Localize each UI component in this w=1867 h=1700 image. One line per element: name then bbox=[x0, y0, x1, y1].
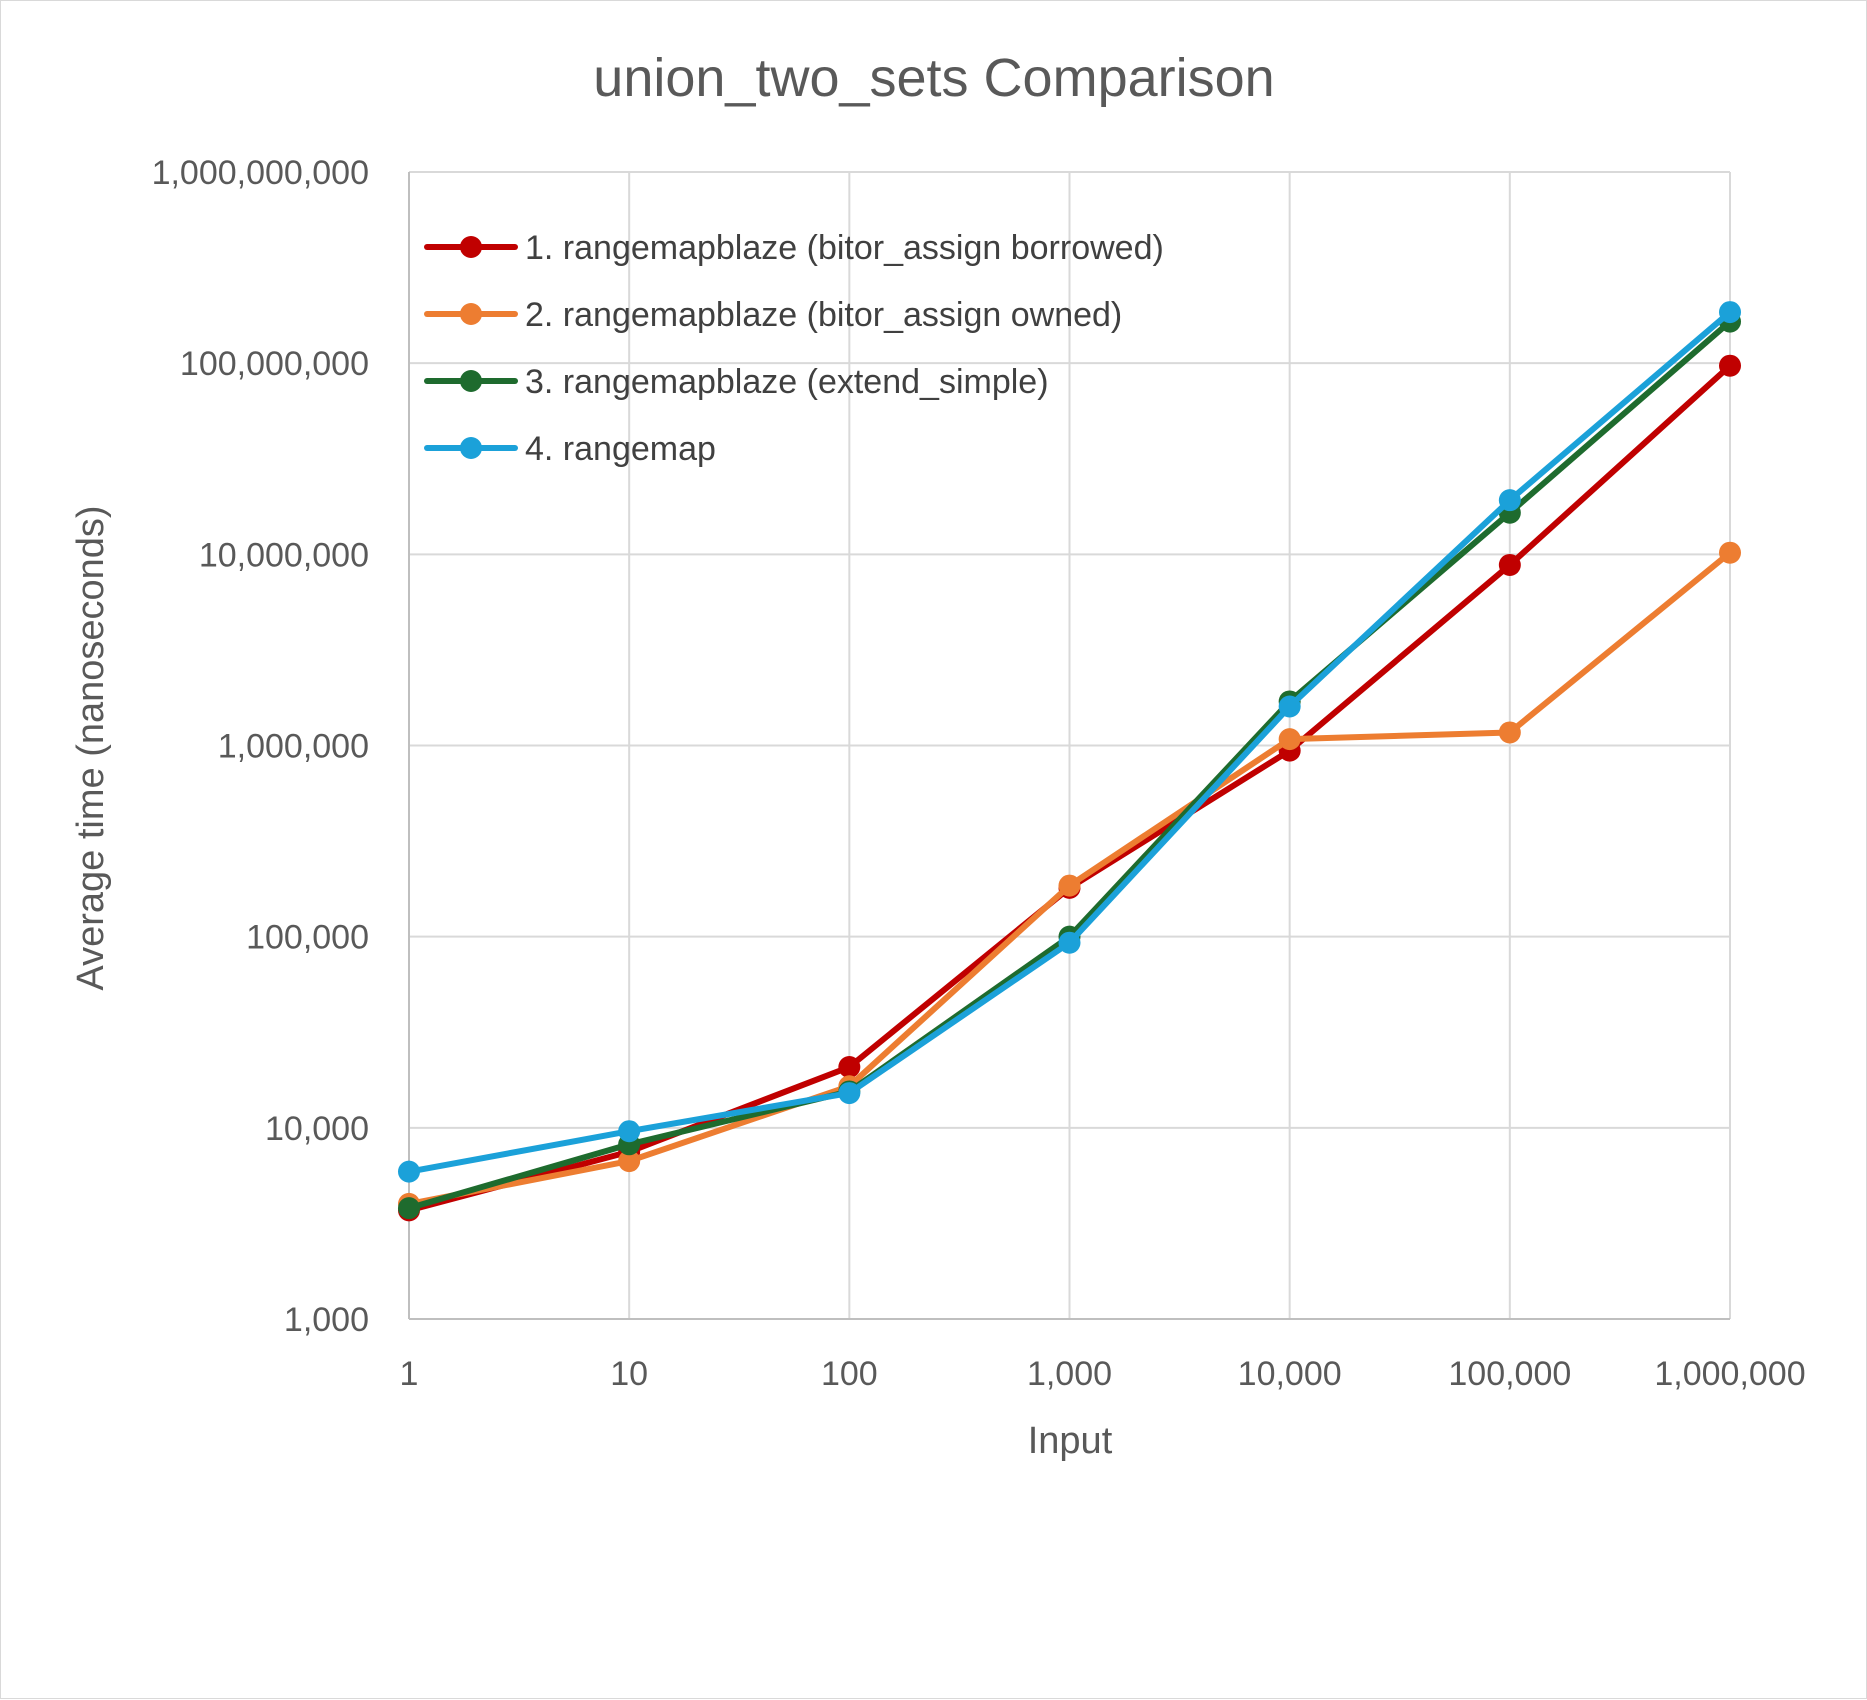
x-tick-label: 100 bbox=[821, 1355, 878, 1393]
legend-swatch-marker bbox=[460, 236, 482, 258]
data-point bbox=[618, 1120, 641, 1143]
data-point bbox=[838, 1056, 861, 1079]
data-point bbox=[398, 1160, 420, 1183]
data-point bbox=[1278, 695, 1301, 718]
chart-title: union_two_sets Comparison bbox=[593, 48, 1274, 108]
y-tick-label: 1,000,000 bbox=[218, 728, 369, 766]
y-tick-label: 10,000 bbox=[265, 1110, 369, 1148]
data-point bbox=[1498, 553, 1521, 576]
data-point bbox=[1719, 541, 1741, 564]
x-tick-label: 10 bbox=[610, 1355, 648, 1393]
legend-swatch-marker bbox=[460, 303, 482, 325]
data-point bbox=[1058, 931, 1081, 954]
legend-item: 1. rangemapblaze (bitor_assign borrowed) bbox=[424, 229, 1164, 267]
y-tick-label: 100,000 bbox=[246, 919, 369, 957]
y-tick-label: 1,000 bbox=[284, 1301, 369, 1339]
y-axis-title: Average time (nanoseconds) bbox=[70, 505, 112, 990]
legend-item: 4. rangemap bbox=[424, 430, 716, 468]
y-tick-label: 1,000,000,000 bbox=[152, 154, 369, 192]
series-layer bbox=[398, 301, 1741, 1222]
x-tick-label: 1 bbox=[400, 1355, 419, 1393]
data-point bbox=[1498, 721, 1521, 744]
legend-label: 3. rangemapblaze (extend_simple) bbox=[525, 363, 1049, 401]
legend-swatch-marker bbox=[460, 437, 482, 459]
axis-layer: 1,000 10,000 100,000 1,000,000 10,000,000 100… bbox=[152, 154, 1806, 1393]
data-point bbox=[1498, 489, 1521, 512]
data-point bbox=[838, 1082, 861, 1105]
x-tick-label: 1,000,000 bbox=[1654, 1355, 1805, 1393]
x-tick-label: 100,000 bbox=[1448, 1355, 1571, 1393]
data-point bbox=[1278, 728, 1301, 751]
y-tick-label: 100,000,000 bbox=[180, 345, 369, 383]
legend-label: 1. rangemapblaze (bitor_assign borrowed) bbox=[525, 229, 1164, 267]
legend-item: 3. rangemapblaze (extend_simple) bbox=[424, 363, 1049, 401]
data-point bbox=[1719, 354, 1741, 377]
data-point bbox=[398, 1197, 420, 1220]
legend-label: 2. rangemapblaze (bitor_assign owned) bbox=[525, 296, 1122, 334]
data-point bbox=[1719, 301, 1741, 324]
x-tick-label: 10,000 bbox=[1238, 1355, 1342, 1393]
legend-item: 2. rangemapblaze (bitor_assign owned) bbox=[424, 296, 1122, 334]
legend-label: 4. rangemap bbox=[525, 430, 716, 468]
series-4 bbox=[398, 301, 1741, 1183]
data-point bbox=[618, 1150, 641, 1173]
series-2 bbox=[398, 541, 1741, 1215]
legend: 1. rangemapblaze (bitor_assign borrowed)… bbox=[424, 229, 1164, 468]
data-point bbox=[1058, 874, 1081, 897]
legend-swatch-marker bbox=[460, 370, 482, 392]
x-tick-label: 1,000 bbox=[1027, 1355, 1112, 1393]
grid-layer bbox=[409, 171, 1731, 1319]
x-axis-title: Input bbox=[1028, 1420, 1113, 1462]
y-tick-label: 10,000,000 bbox=[199, 536, 369, 574]
